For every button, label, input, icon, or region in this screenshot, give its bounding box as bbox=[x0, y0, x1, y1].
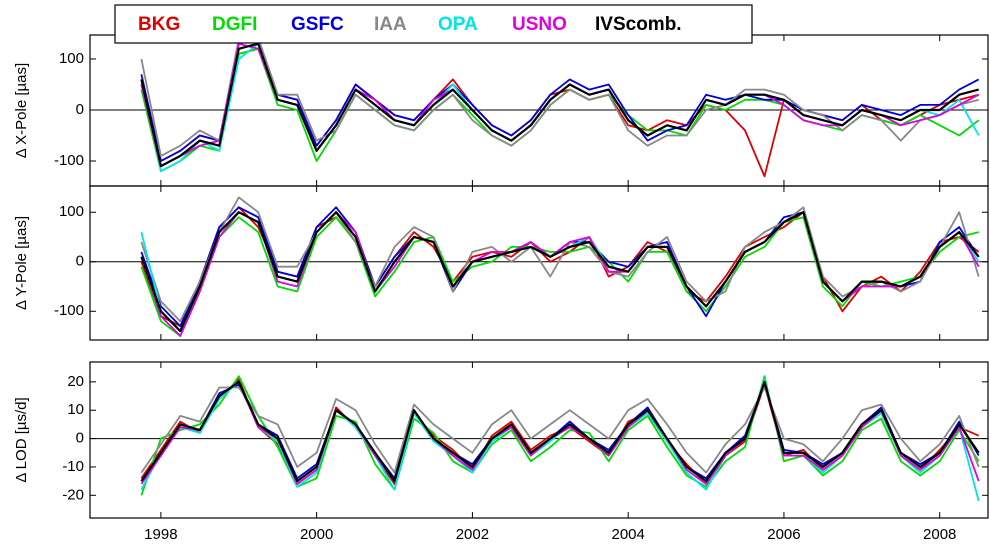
series-line bbox=[140, 211, 980, 333]
y-tick-label: -20 bbox=[62, 486, 84, 503]
x-tick-label: 2006 bbox=[767, 526, 800, 543]
y-axis-label: Δ X-Pole [µas] bbox=[13, 63, 30, 158]
y-tick-label: -100 bbox=[54, 152, 84, 169]
series-line bbox=[140, 206, 980, 327]
series-line bbox=[140, 386, 980, 474]
y-axis-label: Δ Y-Pole [µas] bbox=[13, 216, 30, 310]
x-tick-label: 2000 bbox=[300, 526, 333, 543]
x-tick-label: 2008 bbox=[923, 526, 956, 543]
y-tick-label: 0 bbox=[76, 253, 84, 270]
legend-label: OPA bbox=[438, 14, 478, 35]
panel-frame bbox=[89, 361, 989, 519]
series-line bbox=[140, 211, 980, 337]
x-tick-label: 1998 bbox=[144, 526, 177, 543]
series-line bbox=[140, 211, 980, 332]
y-tick-label: 20 bbox=[67, 373, 84, 390]
series-line bbox=[140, 375, 980, 496]
panel-frame bbox=[89, 185, 989, 341]
legend-label: IAA bbox=[374, 14, 407, 35]
series-line bbox=[140, 37, 980, 162]
legend-box bbox=[114, 4, 753, 44]
series-line bbox=[140, 196, 980, 323]
x-tick-label: 2002 bbox=[456, 526, 489, 543]
series-line bbox=[140, 42, 979, 168]
y-tick-label: 10 bbox=[67, 401, 84, 418]
y-axis-label: Δ LOD [µs/d] bbox=[13, 397, 30, 482]
legend-label: IVScomb. bbox=[595, 14, 682, 35]
legend-label: USNO bbox=[512, 14, 567, 35]
y-tick-label: 0 bbox=[76, 101, 84, 118]
y-tick-label: -100 bbox=[54, 302, 84, 319]
legend-label: BKG bbox=[138, 14, 180, 35]
series-line bbox=[140, 380, 980, 483]
y-tick-label: -10 bbox=[62, 458, 84, 475]
y-tick-label: 0 bbox=[76, 430, 84, 447]
legend-label: DGFI bbox=[212, 14, 257, 35]
y-tick-label: 100 bbox=[59, 50, 84, 67]
x-tick-label: 2004 bbox=[611, 526, 644, 543]
legend-label: GSFC bbox=[291, 14, 344, 35]
y-tick-label: 100 bbox=[59, 203, 84, 220]
series-line bbox=[140, 37, 979, 157]
series-line bbox=[140, 206, 980, 327]
series-line bbox=[140, 381, 980, 485]
